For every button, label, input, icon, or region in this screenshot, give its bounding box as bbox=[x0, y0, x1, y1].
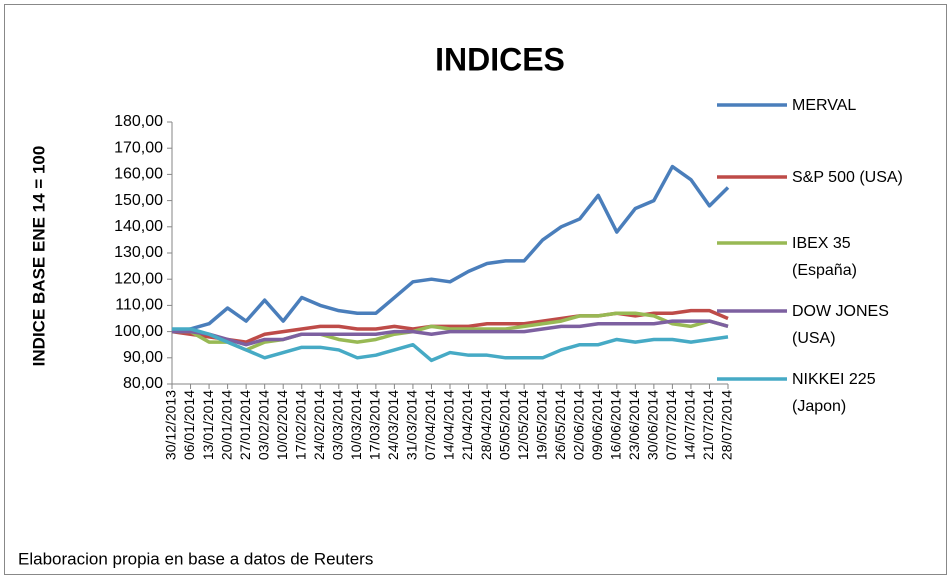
y-axis-title: INDICE BASE ENE 14 = 100 bbox=[29, 146, 48, 367]
x-tick-label: 13/01/2014 bbox=[200, 390, 216, 460]
x-tick-label: 24/02/2014 bbox=[311, 390, 327, 460]
x-tick-label: 10/03/2014 bbox=[348, 390, 364, 460]
series-line bbox=[171, 164, 730, 334]
x-tick-label: 21/07/2014 bbox=[700, 390, 716, 460]
x-tick-label: 30/12/2013 bbox=[163, 390, 179, 460]
x-tick-label: 10/02/2014 bbox=[274, 390, 290, 460]
y-tick-label: 140,00 bbox=[114, 218, 163, 235]
legend-label: DOW JONES (USA) bbox=[792, 302, 889, 347]
y-tick-label: 80,00 bbox=[123, 375, 163, 392]
x-tick-label: 12/05/2014 bbox=[515, 390, 531, 460]
y-tick-label: 90,00 bbox=[123, 349, 163, 366]
x-tick-label: 24/03/2014 bbox=[385, 390, 401, 460]
x-tick-label: 30/06/2014 bbox=[645, 390, 661, 460]
y-tick-label: 180,00 bbox=[114, 113, 163, 130]
x-tick-label: 06/01/2014 bbox=[181, 390, 197, 460]
y-tick-label: 160,00 bbox=[114, 166, 163, 183]
y-tick-label: 130,00 bbox=[114, 244, 163, 261]
x-tick-label: 17/03/2014 bbox=[367, 390, 383, 460]
x-tick-label: 17/02/2014 bbox=[292, 390, 308, 460]
legend-label: MERVAL bbox=[792, 96, 857, 114]
x-tick-label: 03/02/2014 bbox=[255, 390, 271, 460]
legend-label: IBEX 35 (España) bbox=[792, 234, 857, 279]
x-tick-label: 05/05/2014 bbox=[496, 390, 512, 460]
legend-label: NIKKEI 225 (Japon) bbox=[792, 370, 876, 415]
x-tick-label: 31/03/2014 bbox=[404, 390, 420, 460]
legend-label: S&P 500 (USA) bbox=[792, 168, 903, 186]
x-tick-label: 21/04/2014 bbox=[459, 390, 475, 460]
x-tick-label: 20/01/2014 bbox=[218, 390, 234, 460]
y-tick-label: 110,00 bbox=[115, 297, 163, 314]
x-tick-label: 03/03/2014 bbox=[330, 390, 346, 460]
chart-border bbox=[4, 4, 947, 575]
x-tick-label: 07/04/2014 bbox=[422, 390, 438, 460]
y-tick-label: 150,00 bbox=[114, 192, 163, 209]
series-line bbox=[172, 311, 729, 352]
x-tick-label: 26/05/2014 bbox=[552, 390, 568, 460]
footnote: Elaboracion propia en base a datos de Re… bbox=[18, 549, 373, 568]
series-line bbox=[172, 327, 729, 363]
x-tick-label: 16/06/2014 bbox=[608, 390, 624, 460]
x-tick-label: 28/07/2014 bbox=[719, 390, 735, 460]
series-line bbox=[171, 308, 729, 344]
y-tick-label: 100,00 bbox=[114, 323, 163, 340]
x-tick-label: 02/06/2014 bbox=[570, 390, 586, 460]
x-tick-label: 07/07/2014 bbox=[663, 390, 679, 460]
x-tick-label: 27/01/2014 bbox=[237, 390, 253, 460]
x-tick-label: 09/06/2014 bbox=[589, 390, 605, 460]
x-tick-label: 23/06/2014 bbox=[626, 390, 642, 460]
x-tick-label: 14/07/2014 bbox=[682, 390, 698, 460]
x-tick-label: 28/04/2014 bbox=[478, 390, 494, 460]
chart-title: INDICES bbox=[435, 41, 565, 77]
series-line bbox=[172, 319, 729, 347]
x-tick-label: 14/04/2014 bbox=[441, 390, 457, 460]
y-tick-label: 120,00 bbox=[114, 270, 163, 287]
y-tick-label: 170,00 bbox=[114, 139, 163, 156]
x-tick-label: 19/05/2014 bbox=[533, 390, 549, 460]
